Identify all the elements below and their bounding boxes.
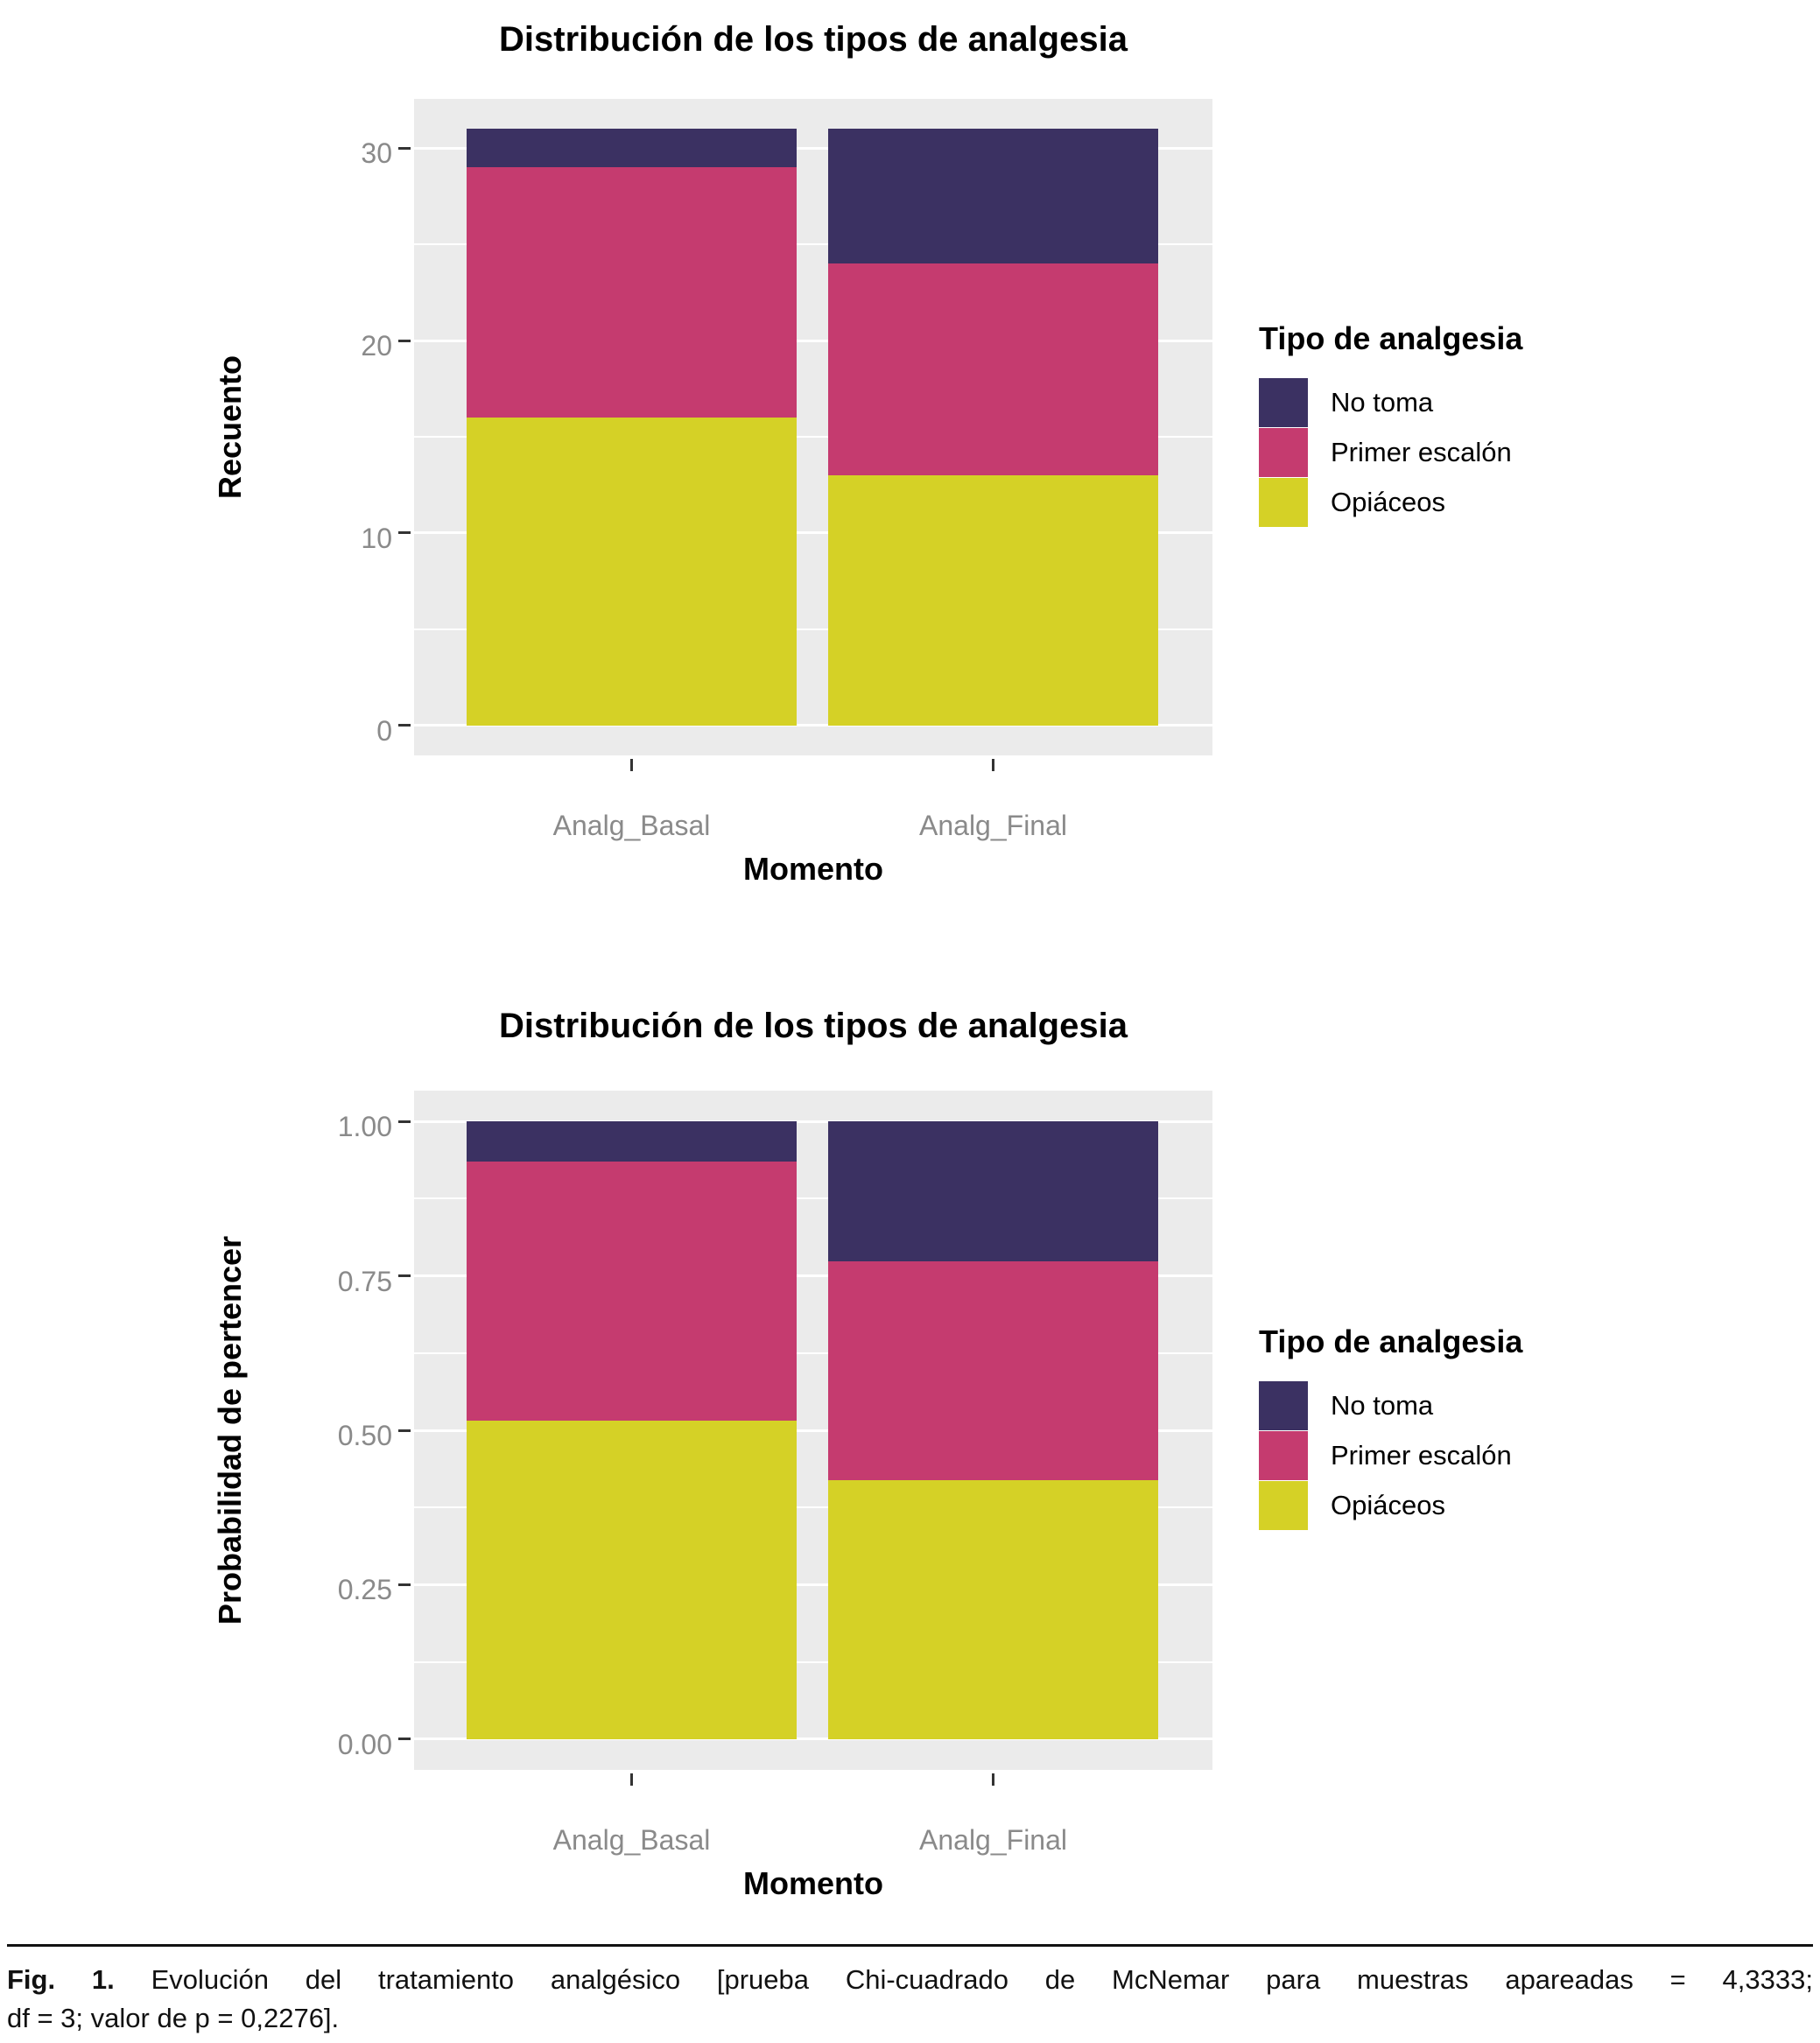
x-tick-label: Analg_Basal: [552, 810, 711, 841]
y-tick-mark: [398, 339, 411, 342]
bar-segment-opiaceos-Analg_Basal: [467, 1420, 797, 1739]
bar-segment-primer-escalon-Analg_Basal: [467, 167, 797, 418]
x-tick-label: Analg_Basal: [552, 1824, 711, 1856]
legend-item-label: No toma: [1331, 387, 1434, 418]
y-tick-label: 0.00: [337, 1728, 392, 1760]
gridline-minor: [414, 1197, 1212, 1200]
legend-item: No toma: [1259, 378, 1627, 427]
gridline-minor: [414, 628, 1212, 630]
bar-segment-primer-escalon-Analg_Basal: [467, 1162, 797, 1421]
legend-keys: No toma Primer escalón Opiáceos: [1259, 1381, 1627, 1530]
y-tick-label: 0.75: [337, 1265, 392, 1297]
caption-block: Fig. 1. Evolución del tratamiento analgé…: [7, 1944, 1813, 2038]
bar-segment-primer-escalon-Analg_Final: [828, 263, 1158, 475]
gridline-minor: [414, 435, 1212, 438]
caption-rule: [7, 1944, 1813, 1947]
y-tick-label: 20: [361, 330, 392, 362]
y-tick-mark: [398, 146, 411, 150]
figure-caption-line2: df = 3; valor de p = 0,2276].: [7, 2003, 340, 2033]
y-tick-label: 10: [361, 522, 392, 554]
legend-keys: No toma Primer escalón Opiáceos: [1259, 378, 1627, 527]
legend-title: Tipo de analgesia: [1259, 320, 1523, 356]
chart-title: Distribución de los tipos de analgesia: [499, 20, 1128, 59]
gridline-minor: [414, 243, 1212, 246]
y-tick-mark: [398, 1429, 411, 1432]
gridline-major: [414, 1583, 1212, 1586]
y-tick-label: 0.50: [337, 1420, 392, 1451]
y-tick-mark: [398, 1274, 411, 1278]
legend-item: Primer escalón: [1259, 1431, 1627, 1480]
y-tick-mark: [398, 1738, 411, 1741]
y-tick-mark: [398, 724, 411, 727]
gridline-major: [414, 1429, 1212, 1432]
legend-swatch-icon: [1259, 428, 1308, 477]
x-tick-mark: [630, 1773, 633, 1786]
gridline-minor: [414, 1351, 1212, 1354]
legend-item: No toma: [1259, 1381, 1627, 1430]
legend-swatch-icon: [1259, 1431, 1308, 1480]
legend: Tipo de analgesia No toma Primer escalón Op…: [1259, 1323, 1627, 1531]
legend-item-label: Opiáceos: [1331, 487, 1445, 517]
bar-segment-no-toma-Analg_Basal: [467, 129, 797, 168]
y-tick-label: 30: [361, 137, 392, 170]
gridline-major: [414, 339, 1212, 342]
legend-swatch-icon: [1259, 1381, 1308, 1430]
y-tick-label: 1.00: [337, 1111, 392, 1143]
gridline-minor: [414, 1506, 1212, 1509]
y-tick-mark: [398, 1120, 411, 1123]
bar-segment-opiaceos-Analg_Final: [828, 1480, 1158, 1739]
legend-item: Opiáceos: [1259, 1481, 1627, 1530]
legend: Tipo de analgesia No toma Primer escalón Op…: [1259, 320, 1627, 528]
legend-item: Opiáceos: [1259, 478, 1627, 527]
caption-figure-label: Fig. 1.: [7, 1964, 115, 1995]
x-tick-mark: [992, 1773, 994, 1786]
legend-item: Primer escalón: [1259, 428, 1627, 477]
bar-segment-no-toma-Analg_Final: [828, 1121, 1158, 1261]
x-axis-title: Momento: [743, 1865, 883, 1901]
y-tick-label: 0.25: [337, 1574, 392, 1606]
gridline-major: [414, 1120, 1212, 1123]
gridline-major: [414, 724, 1212, 727]
x-axis-title: Momento: [743, 851, 883, 887]
chart-title: Distribución de los tipos de analgesia: [499, 1007, 1128, 1045]
x-tick-mark: [630, 759, 633, 771]
bar-segment-opiaceos-Analg_Basal: [467, 418, 797, 726]
legend-swatch-icon: [1259, 378, 1308, 427]
y-tick-mark: [398, 531, 411, 535]
bar-segment-no-toma-Analg_Basal: [467, 1121, 797, 1162]
legend-swatch-icon: [1259, 478, 1308, 527]
x-tick-mark: [992, 759, 994, 771]
caption-text-line1: Evolución del tratamiento analgésico [pr…: [114, 1964, 1813, 1995]
gridline-major: [414, 1274, 1212, 1278]
legend-swatch-icon: [1259, 1481, 1308, 1530]
y-tick-mark: [398, 1583, 411, 1586]
gridline-major: [414, 146, 1212, 150]
legend-item-label: Primer escalón: [1331, 437, 1512, 467]
x-tick-label: Analg_Final: [919, 810, 1067, 841]
legend-title: Tipo de analgesia: [1259, 1323, 1523, 1359]
y-tick-label: 0: [376, 714, 392, 747]
bar-segment-primer-escalon-Analg_Final: [828, 1260, 1158, 1481]
figure-caption-line1: Fig. 1. Evolución del tratamiento analgé…: [7, 1961, 1813, 1999]
legend-item-label: No toma: [1331, 1390, 1434, 1421]
legend-item-label: Opiáceos: [1331, 1490, 1445, 1520]
y-axis-title: Probabilidad de pertencer: [212, 1235, 248, 1625]
x-tick-label: Analg_Final: [919, 1824, 1067, 1856]
bar-segment-no-toma-Analg_Final: [828, 129, 1158, 264]
gridline-minor: [414, 1660, 1212, 1663]
gridline-major: [414, 531, 1212, 535]
bar-segment-opiaceos-Analg_Final: [828, 474, 1158, 726]
legend-item-label: Primer escalón: [1331, 1440, 1512, 1471]
gridline-major: [414, 1738, 1212, 1741]
